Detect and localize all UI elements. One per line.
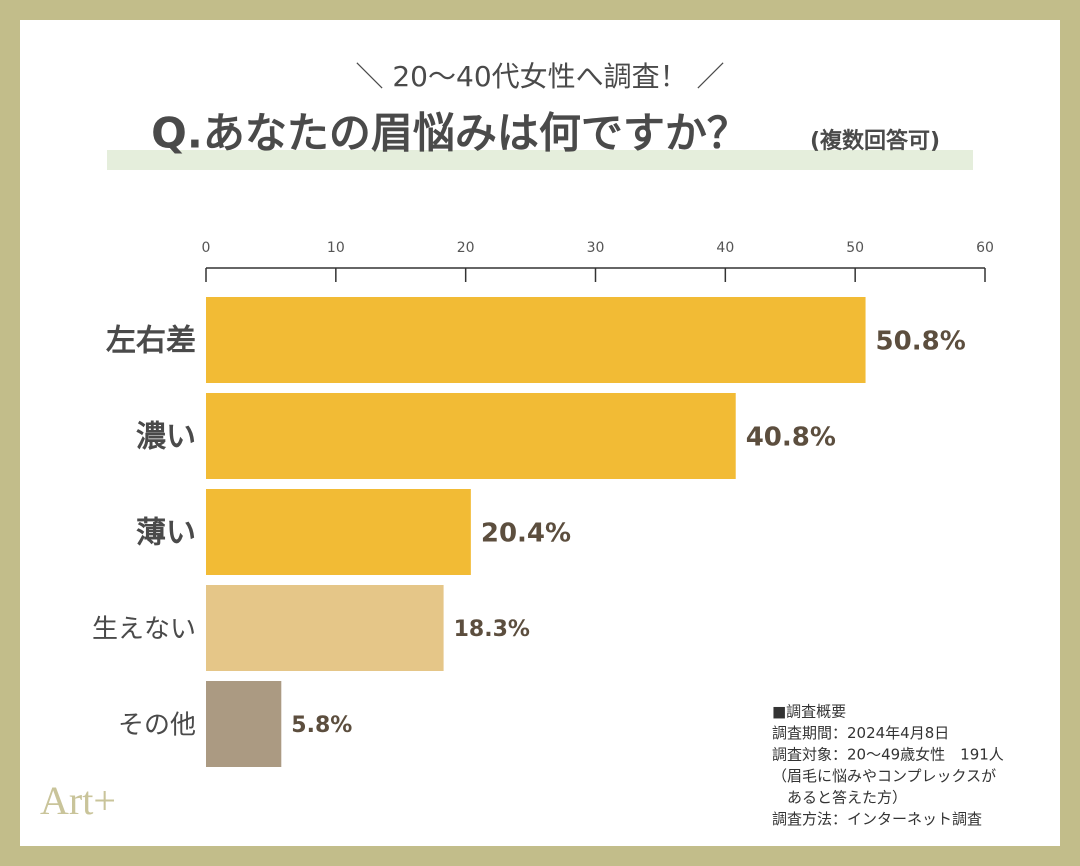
bar (206, 489, 471, 575)
x-tick-label: 20 (457, 240, 475, 256)
bar (206, 681, 282, 767)
survey-note: （眉毛に悩みやコンプレックスが (772, 767, 996, 785)
x-tick-label: 30 (587, 240, 605, 256)
x-tick-label: 50 (846, 240, 864, 256)
survey-note: ■調査概要 (772, 703, 846, 721)
value-label: 50.8% (876, 327, 966, 357)
survey-note: 調査期間：2024年4月8日 (772, 724, 949, 742)
logo: Art+ (40, 778, 116, 823)
x-tick-label: 0 (202, 240, 211, 256)
value-label: 40.8% (746, 423, 836, 453)
survey-note: 調査対象：20〜49歳女性 191人 (772, 746, 1004, 764)
title-highlight (107, 150, 973, 170)
value-label: 18.3% (454, 617, 530, 642)
bar (206, 585, 444, 671)
title-note: (複数回答可) (810, 128, 940, 154)
category-label: 左右差 (106, 324, 196, 359)
bar (206, 393, 736, 479)
category-label: その他 (118, 711, 196, 741)
category-label: 濃い (136, 420, 196, 455)
x-tick-label: 40 (716, 240, 734, 256)
x-tick-label: 10 (327, 240, 345, 256)
x-tick-label: 60 (976, 240, 994, 256)
value-label: 5.8% (291, 713, 352, 738)
chart-subtitle: ＼ 20〜40代女性へ調査！ ／ (355, 60, 724, 93)
survey-note: あると答えた方） (772, 789, 907, 807)
bar (206, 297, 866, 383)
category-label: 生えない (92, 615, 196, 645)
category-label: 薄い (136, 516, 196, 551)
value-label: 20.4% (481, 519, 571, 549)
chart-title: Q.あなたの眉悩みは何ですか？ (151, 109, 749, 158)
survey-note: 調査方法：インターネット調査 (772, 810, 982, 828)
